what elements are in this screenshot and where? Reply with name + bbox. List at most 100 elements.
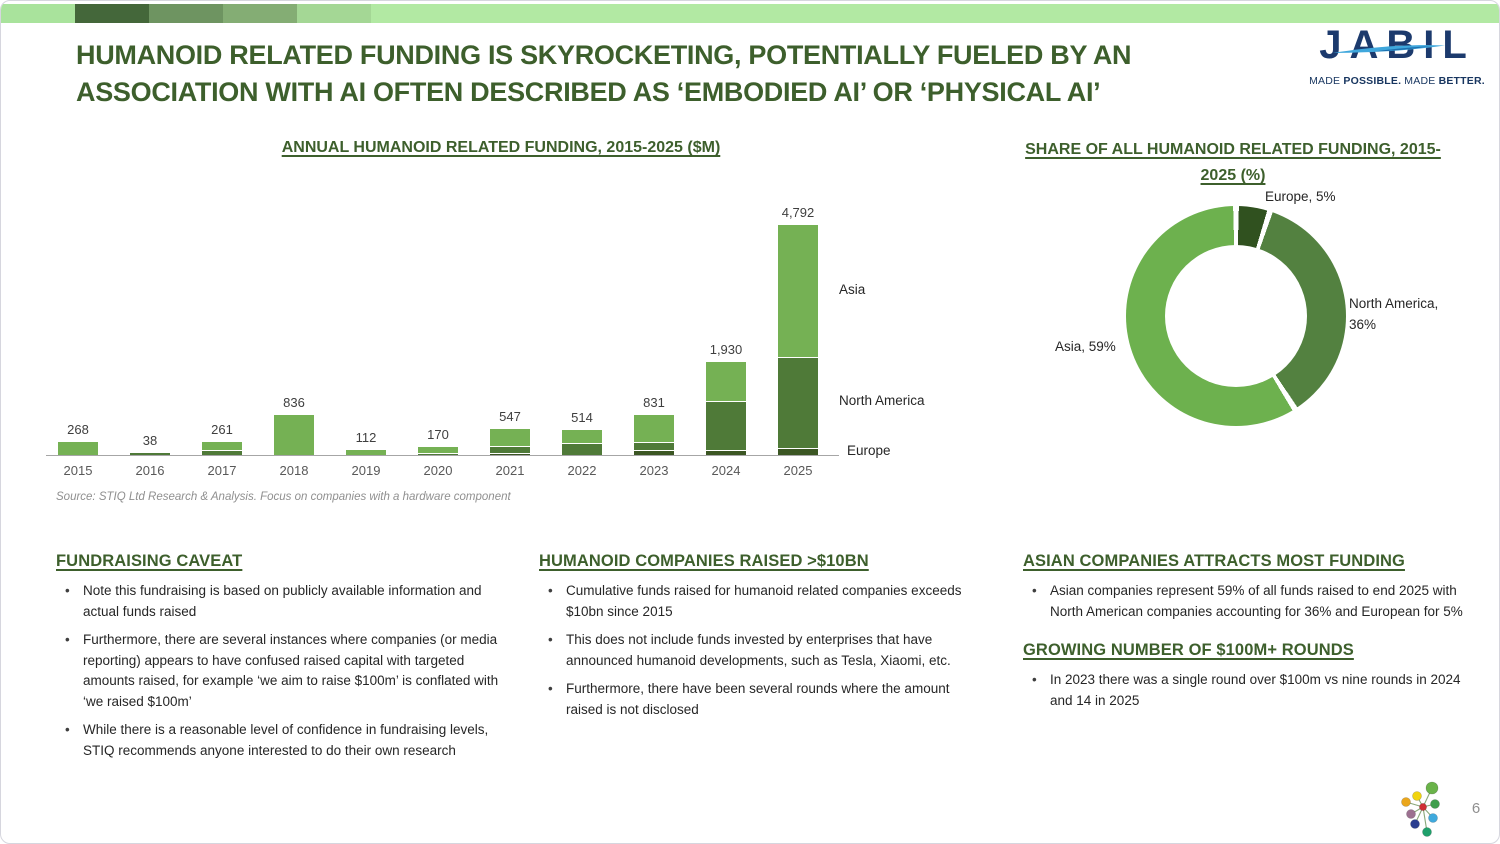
bar-segment-asia bbox=[274, 414, 314, 455]
funding-share-donut-chart: SHARE OF ALL HUMANOID RELATED FUNDING, 2… bbox=[1001, 137, 1465, 472]
bar-segment-north-america bbox=[490, 445, 530, 453]
slide-title-line2: ASSOCIATION WITH AI OFTEN DESCRIBED AS ‘… bbox=[76, 77, 1101, 107]
x-axis-tick-label: 2019 bbox=[351, 463, 381, 478]
bar-segment-asia bbox=[418, 446, 458, 453]
bar-segment-asia bbox=[706, 362, 746, 401]
x-axis-line bbox=[46, 454, 839, 456]
bar-2024 bbox=[706, 362, 746, 455]
accent-strip-segment bbox=[223, 4, 297, 23]
accent-strip-segment bbox=[1, 4, 75, 23]
bullet-list: Note this fundraising is based on public… bbox=[56, 581, 511, 761]
bar-value-label: 38 bbox=[142, 433, 158, 449]
bullet-list: In 2023 there was a single round over $1… bbox=[1023, 670, 1465, 711]
bar-segment-north-america bbox=[130, 453, 170, 455]
tagline-better: BETTER. bbox=[1438, 75, 1485, 87]
slide-title-line1: HUMANOID RELATED FUNDING IS SKYROCKETING… bbox=[76, 40, 1132, 70]
donut-label-europe: Europe, 5% bbox=[1265, 189, 1336, 204]
bar-2017 bbox=[202, 442, 242, 455]
x-axis-tick-label: 2021 bbox=[495, 463, 525, 478]
top-accent-strip bbox=[1, 4, 1499, 23]
bar-value-label: 1,930 bbox=[709, 342, 743, 358]
bar-2023 bbox=[634, 415, 674, 455]
tagline-made-2: MADE bbox=[1401, 75, 1439, 87]
bar-2015 bbox=[58, 442, 98, 455]
donut-hole bbox=[1165, 245, 1307, 387]
bar-value-label: 547 bbox=[499, 408, 521, 424]
x-axis-tick-label: 2022 bbox=[567, 463, 597, 478]
legend-label-europe: Europe bbox=[847, 443, 891, 458]
bar-segment-north-america bbox=[634, 441, 674, 451]
x-axis-tick-label: 2024 bbox=[711, 463, 741, 478]
section-heading-companies-raised: HUMANOID COMPANIES RAISED >$10BN bbox=[539, 552, 869, 570]
bar-segment-asia bbox=[490, 428, 530, 446]
section-heading-asian-companies: ASIAN COMPANIES ATTRACTS MOST FUNDING bbox=[1023, 552, 1405, 570]
bar-2025 bbox=[778, 225, 818, 455]
jabil-tagline: MADE POSSIBLE. MADE BETTER. bbox=[1309, 75, 1485, 87]
x-axis-tick-label: 2025 bbox=[783, 463, 813, 478]
legend-label-asia: Asia bbox=[839, 281, 866, 297]
bar-value-label: 112 bbox=[355, 429, 377, 445]
x-axis-tick-label: 2016 bbox=[135, 463, 165, 478]
bar-segment-europe bbox=[634, 450, 674, 455]
jabil-swoosh-icon bbox=[1333, 45, 1445, 53]
annual-funding-bar-chart: ANNUAL HUMANOID RELATED FUNDING, 2015-20… bbox=[41, 137, 961, 487]
bullet-list: Cumulative funds raised for humanoid rel… bbox=[539, 581, 971, 720]
bar-segment-asia bbox=[778, 225, 818, 357]
bar-segment-europe bbox=[706, 449, 746, 455]
bar-segment-asia bbox=[58, 442, 98, 455]
bullet-list: Asian companies represent 59% of all fun… bbox=[1023, 581, 1465, 622]
bar-value-label: 831 bbox=[643, 395, 665, 411]
slide-title: HUMANOID RELATED FUNDING IS SKYROCKETING… bbox=[76, 37, 1236, 111]
donut-label-asia: Asia, 59% bbox=[1055, 339, 1116, 354]
bar-chart-title: ANNUAL HUMANOID RELATED FUNDING, 2015-20… bbox=[281, 139, 721, 156]
bar-segment-north-america bbox=[418, 452, 458, 455]
legend-label-north-america: North America bbox=[839, 393, 925, 409]
bar-2022 bbox=[562, 430, 602, 455]
accent-strip-segment bbox=[297, 4, 371, 23]
bullet-item: While there is a reasonable level of con… bbox=[56, 720, 511, 761]
stiq-molecule-logo bbox=[1401, 781, 1440, 837]
x-axis-tick-label: 2017 bbox=[207, 463, 237, 478]
bullet-item: In 2023 there was a single round over $1… bbox=[1023, 670, 1465, 711]
tagline-made-1: MADE bbox=[1309, 75, 1344, 87]
accent-strip-segment bbox=[75, 4, 149, 23]
bar-value-label: 514 bbox=[571, 410, 593, 426]
bar-value-label: 4,792 bbox=[781, 205, 815, 220]
bar-value-label: 836 bbox=[283, 394, 305, 410]
bar-segment-asia bbox=[634, 415, 674, 442]
accent-strip-segment bbox=[149, 4, 223, 23]
bar-segment-asia bbox=[202, 442, 242, 450]
bar-segment-north-america bbox=[202, 449, 242, 455]
x-axis-tick-label: 2018 bbox=[279, 463, 309, 478]
bullet-item: Cumulative funds raised for humanoid rel… bbox=[539, 581, 971, 622]
bullet-item: Asian companies represent 59% of all fun… bbox=[1023, 581, 1465, 622]
section-fundraising-caveat: FUNDRAISING CAVEAT Note this fundraising… bbox=[56, 552, 511, 769]
bullet-item: Furthermore, there have been several rou… bbox=[539, 679, 971, 720]
bar-value-label: 261 bbox=[211, 422, 233, 438]
x-axis-tick-label: 2020 bbox=[423, 463, 453, 478]
donut-label-north-america: North America, 36% bbox=[1349, 296, 1439, 332]
jabil-logo: JABIL MADE POSSIBLE. MADE BETTER. bbox=[1309, 25, 1485, 87]
jabil-logo-text: JABIL bbox=[1319, 23, 1475, 67]
bar-segment-europe bbox=[490, 452, 530, 455]
section-asian-companies: ASIAN COMPANIES ATTRACTS MOST FUNDING As… bbox=[1023, 552, 1465, 719]
source-note: Source: STIQ Ltd Research & Analysis. Fo… bbox=[56, 491, 511, 503]
bar-segment-asia bbox=[562, 430, 602, 444]
bar-segment-asia bbox=[346, 449, 386, 455]
section-companies-raised: HUMANOID COMPANIES RAISED >$10BN Cumulat… bbox=[539, 552, 971, 728]
section-heading-fundraising-caveat: FUNDRAISING CAVEAT bbox=[56, 552, 243, 570]
bar-value-label: 268 bbox=[67, 422, 89, 438]
bar-2020 bbox=[418, 446, 458, 455]
x-axis-tick-label: 2015 bbox=[63, 463, 93, 478]
bar-segment-north-america bbox=[706, 400, 746, 450]
donut-chart-title: SHARE OF ALL HUMANOID RELATED FUNDING, 2… bbox=[1025, 141, 1441, 184]
bar-2021 bbox=[490, 428, 530, 455]
bar-segment-north-america bbox=[778, 356, 818, 448]
bar-2019 bbox=[346, 449, 386, 455]
bar-2018 bbox=[274, 414, 314, 455]
accent-strip-segment bbox=[371, 4, 1499, 23]
bar-value-label: 170 bbox=[427, 426, 449, 442]
tagline-possible: POSSIBLE. bbox=[1343, 75, 1402, 87]
section-heading-100m-rounds: GROWING NUMBER OF $100M+ ROUNDS bbox=[1023, 641, 1354, 659]
